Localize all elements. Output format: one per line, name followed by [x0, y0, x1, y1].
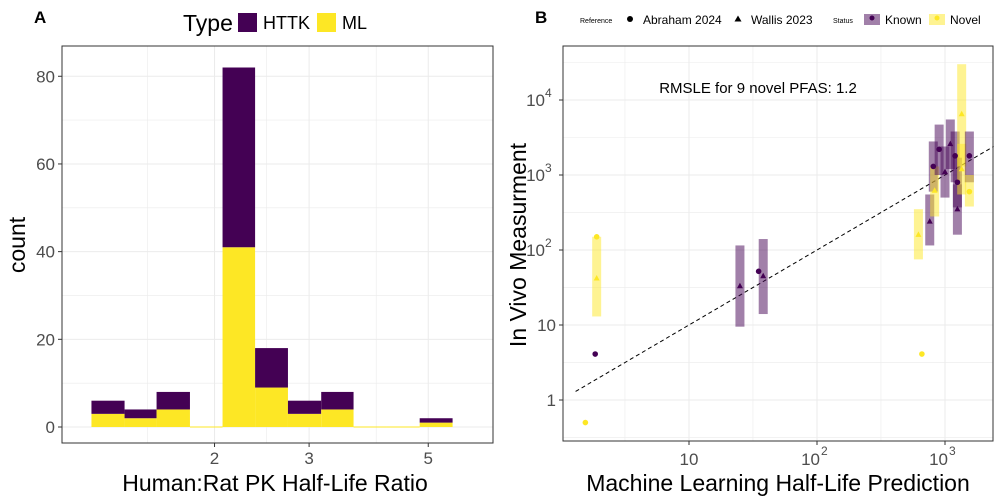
y-tick-label-exponent: 4 [545, 86, 552, 100]
bar-httk [222, 67, 256, 248]
y-tick-label: 60 [36, 155, 55, 174]
legend-label-known: Known [885, 13, 922, 27]
point-wallis-2023 [915, 231, 922, 237]
legend-key-wallis-2023 [734, 15, 742, 22]
point-wallis-2023 [593, 274, 600, 281]
y-tick-label: 10 [537, 316, 556, 335]
legend-label-novel: Novel [950, 13, 981, 27]
panel-a: A Type HTTK ML 0 20 40 60 80 2 3 5 Human:Rat P… [4, 8, 494, 496]
y-tick-label-exponent: 3 [545, 161, 552, 175]
y-tick-label-exponent: 2 [545, 236, 552, 250]
point-wallis-2023 [760, 272, 767, 279]
panel-b-legend: Reference Abraham 2024 Wallis 2023 Statu… [580, 13, 981, 27]
point-abraham-2024 [966, 153, 973, 159]
bar-httk [124, 409, 157, 419]
bar-httk [91, 400, 125, 414]
y-tick-label: 0 [46, 418, 55, 437]
point-wallis-2023 [736, 282, 743, 289]
bar-ml [222, 247, 256, 427]
panel-b-reference-line [575, 146, 994, 392]
bar-ml [91, 413, 125, 427]
legend-key-httk [238, 13, 257, 32]
point-abraham-2024 [919, 351, 925, 357]
point-abraham-2024 [582, 419, 589, 426]
point-abraham-2024 [593, 233, 600, 240]
x-tick-label-base: 10 [801, 450, 820, 469]
legend-label-httk: HTTK [263, 13, 310, 33]
panel-b-annotation: RMSLE for 9 novel PFAS: 1.2 [659, 80, 857, 97]
bar-ml [156, 409, 190, 427]
point-wallis-2023 [926, 218, 933, 224]
panel-b-x-axis-title: Machine Learning Half-Life Prediction [586, 470, 970, 496]
legend-key-abraham-2024 [627, 16, 633, 22]
legend-label-wallis-2023: Wallis 2023 [751, 13, 813, 27]
y-tick-label: 20 [36, 330, 55, 349]
point-wallis-2023 [947, 140, 954, 147]
point-abraham-2024 [755, 268, 762, 275]
point-wallis-2023 [954, 205, 961, 212]
point-wallis-2023 [942, 168, 948, 175]
bar-ml [287, 413, 322, 427]
bar-httk [156, 391, 190, 410]
legend-key-known-dot [869, 15, 875, 21]
legend-key-ml [317, 13, 336, 32]
panel-a-y-axis-title: count [4, 216, 30, 273]
point-abraham-2024 [954, 179, 961, 186]
bar-ml [124, 418, 157, 427]
panel-a-x-axis: 2 3 5 [210, 443, 433, 468]
y-tick-label-base: 10 [526, 91, 545, 110]
bar-httk [287, 400, 322, 414]
panel-b: B Reference Abraham 2024 Wallis 2023 Sta… [505, 8, 994, 496]
bar-httk [321, 391, 354, 410]
panel-a-x-axis-title: Human:Rat PK Half-Life Ratio [122, 470, 428, 496]
panel-a-legend: Type HTTK ML [183, 10, 367, 36]
x-tick-label: 3 [304, 449, 313, 468]
bar-ml [321, 409, 354, 427]
panel-a-border [61, 45, 494, 444]
panel-a-y-axis: 0 20 40 60 80 [36, 67, 62, 437]
bar-ml [419, 422, 453, 427]
point-wallis-2023 [958, 110, 965, 117]
legend-title-reference: Reference [580, 18, 612, 25]
legend-label-ml: ML [342, 13, 367, 33]
y-tick-label-base: 10 [526, 241, 545, 260]
legend-title-type: Type [183, 10, 233, 36]
y-tick-label: 80 [36, 67, 55, 86]
point-abraham-2024 [966, 188, 973, 195]
y-tick-label: 40 [36, 243, 55, 262]
x-tick-label-base: 10 [929, 450, 948, 469]
bar-ml [255, 387, 288, 427]
y-tick-label-base: 10 [526, 166, 545, 185]
legend-title-status: Status [833, 18, 853, 25]
panel-b-x-axis: 10 10 2 10 3 [680, 441, 956, 469]
identity-line [575, 146, 994, 392]
point-wallis-2023 [958, 165, 965, 172]
panel-b-y-axis-title: In Vivo Measurment [505, 142, 531, 347]
x-tick-label: 5 [424, 449, 433, 468]
panel-a-bars [91, 67, 453, 428]
panel-b-gridlines [563, 46, 993, 441]
point-abraham-2024 [592, 351, 598, 357]
x-tick-label: 10 [680, 450, 699, 469]
point-abraham-2024 [930, 163, 937, 170]
legend-key-novel-dot [934, 15, 940, 21]
x-tick-label-exponent: 3 [949, 444, 956, 458]
point-abraham-2024 [936, 146, 942, 153]
point-abraham-2024 [952, 153, 958, 159]
x-tick-label-exponent: 2 [821, 444, 828, 458]
panel-b-border [562, 45, 994, 442]
y-tick-label: 1 [547, 391, 556, 410]
panel-b-letter: B [535, 8, 547, 27]
x-tick-label: 2 [210, 449, 219, 468]
bar-httk [419, 418, 453, 423]
legend-label-abraham-2024: Abraham 2024 [643, 13, 722, 27]
bar-httk [255, 348, 288, 388]
point-wallis-2023 [931, 187, 938, 193]
panel-a-gridlines [62, 46, 493, 443]
panel-b-points [582, 110, 973, 426]
panel-a-letter: A [34, 8, 46, 27]
